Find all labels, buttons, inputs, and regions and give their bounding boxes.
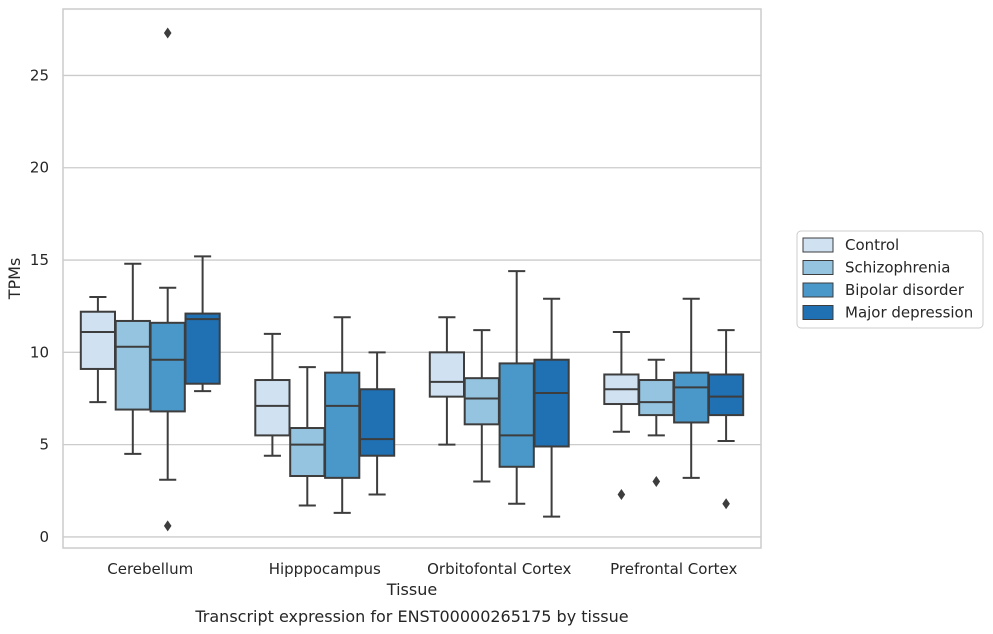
box-control xyxy=(254,332,291,457)
box-iqr xyxy=(289,427,326,478)
box-major-depression xyxy=(184,255,221,393)
legend: Control Schizophrenia Bipolar disorder Majo… xyxy=(796,230,984,329)
x-axis-title: Tissue xyxy=(386,580,437,599)
box-iqr xyxy=(149,321,186,413)
y-tick-label: 25 xyxy=(30,66,49,84)
box-iqr xyxy=(428,351,466,398)
box-control xyxy=(79,295,117,404)
x-tick-label: Orbitofontal Cortex xyxy=(427,560,571,578)
box-schizophrenia xyxy=(289,366,326,507)
box-iqr xyxy=(324,371,361,479)
box-major-depression xyxy=(533,297,570,518)
outlier-point xyxy=(163,27,172,39)
box-iqr xyxy=(533,358,570,448)
legend-frame xyxy=(796,230,984,329)
legend-swatch xyxy=(802,237,834,253)
x-tick-labels: Cerebellum Hipppocampus Orbitofontal Corte… xyxy=(107,560,737,578)
box-bipolar-disorder xyxy=(673,297,710,479)
box-major-depression xyxy=(707,329,745,510)
box-iqr xyxy=(498,362,535,468)
box-iqr xyxy=(79,310,117,370)
box-iqr xyxy=(638,379,675,417)
y-tick-labels: 0 5 10 15 20 25 xyxy=(30,66,49,545)
outlier-point xyxy=(652,476,661,488)
y-tick-label: 10 xyxy=(30,343,49,361)
x-tick-label: Cerebellum xyxy=(107,560,193,578)
y-tick-label: 5 xyxy=(39,436,49,454)
x-tick-label: Prefrontal Cortex xyxy=(610,560,737,578)
box-iqr xyxy=(358,388,396,457)
legend-label: Schizophrenia xyxy=(845,259,950,277)
box-major-depression xyxy=(358,351,396,496)
outlier-point xyxy=(722,498,730,510)
legend-label: Major depression xyxy=(845,304,973,322)
legend-swatch xyxy=(802,282,834,298)
box-plots xyxy=(79,27,745,532)
box-bipolar-disorder xyxy=(324,316,361,514)
legend-label: Bipolar disorder xyxy=(845,281,965,299)
box-iqr xyxy=(254,379,291,437)
y-tick-label: 20 xyxy=(30,159,49,177)
box-bipolar-disorder xyxy=(149,27,186,532)
legend-swatch xyxy=(802,260,834,275)
y-tick-label: 15 xyxy=(30,251,49,269)
y-axis-title: TPMs xyxy=(5,258,24,301)
box-iqr xyxy=(184,312,221,385)
box-schizophrenia xyxy=(638,358,675,488)
box-bipolar-disorder xyxy=(498,270,535,505)
chart-caption: Transcript expression for ENST0000026517… xyxy=(194,607,628,626)
outlier-point xyxy=(617,488,626,500)
plot-frame xyxy=(62,8,762,549)
box-iqr xyxy=(114,319,151,411)
legend-swatch xyxy=(802,305,834,320)
outlier-point xyxy=(163,520,172,532)
legend-label: Control xyxy=(845,236,899,254)
box-iqr xyxy=(673,371,710,424)
box-control xyxy=(603,331,640,500)
y-tick-label: 0 xyxy=(39,528,49,546)
x-tick-label: Hipppocampus xyxy=(269,560,381,578)
box-schizophrenia xyxy=(114,262,151,455)
box-iqr xyxy=(463,377,500,426)
box-control xyxy=(428,316,466,446)
box-iqr xyxy=(707,373,745,417)
